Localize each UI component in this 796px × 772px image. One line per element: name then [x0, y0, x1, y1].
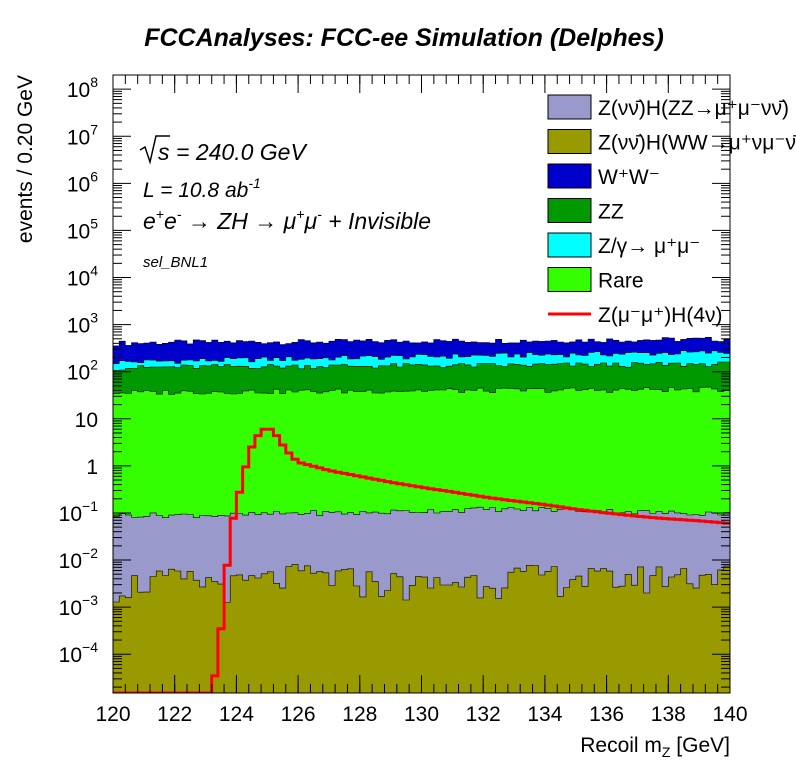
y-tick-label: 104 — [67, 263, 98, 291]
legend-label: Z/γ→ μ⁺μ⁻ — [598, 235, 700, 258]
y-tick-label: 103 — [67, 310, 98, 338]
legend-swatch — [547, 94, 592, 120]
stack-area-5 — [113, 564, 730, 693]
legend: Z(νν̄)H(ZZ→μ⁺μ⁻νν̄) Z(νν̄)H(WW→μ⁺νμ⁻ν̄) W⁺… — [547, 94, 796, 327]
x-tick-label: 126 — [281, 703, 316, 726]
y-axis-title: events / 0.20 GeV — [14, 75, 37, 243]
signal-line — [113, 427, 730, 693]
selection-label: sel_BNL1 — [143, 254, 208, 271]
x-tick-label: 124 — [219, 703, 254, 726]
x-tick-label: 122 — [157, 703, 192, 726]
x-tick-label: 138 — [651, 703, 686, 726]
y-tick-label: 107 — [67, 121, 98, 149]
y-tick-label: 1 — [86, 456, 98, 479]
legend-label: Rare — [598, 270, 644, 293]
y-tick-label: 105 — [67, 215, 98, 243]
x-tick-label: 134 — [527, 703, 562, 726]
y-tick-label: 10−1 — [59, 498, 99, 526]
luminosity-label: L = 10.8 ab-1 — [143, 175, 261, 202]
sqrt-s-var: s — [158, 139, 170, 165]
y-tick-label: 10−2 — [59, 545, 99, 573]
legend-label: Z(νν̄)H(ZZ→μ⁺μ⁻νν̄) — [598, 97, 789, 120]
stacked-histograms — [113, 337, 730, 693]
sqrt-icon — [139, 135, 170, 165]
x-tick-label: 120 — [95, 703, 130, 726]
x-tick-label: 128 — [342, 703, 377, 726]
legend-swatch — [547, 267, 592, 292]
y-tick-label: 10−4 — [59, 639, 99, 667]
y-tick-label: 10 — [75, 409, 98, 432]
y-tick-label: 10−3 — [59, 592, 99, 620]
x-axis: 120 122 124 126 128 130 132 134 136 138 140 — [95, 75, 748, 726]
legend-label: ZZ — [598, 201, 624, 224]
x-axis-title: Recoil mZ [GeV] — [580, 734, 730, 760]
x-tick-label: 136 — [589, 703, 624, 726]
legend-swatch — [547, 129, 592, 154]
y-axis: 10−4 10−3 10−2 10−1 1 10 102 103 104 105 106 107 108 — [59, 74, 730, 688]
legend-label: Z(νν̄)H(WW→μ⁺νμ⁻ν̄) — [598, 132, 796, 155]
sqrt-s-label: s = 240.0 GeV — [139, 135, 308, 165]
chart-title: FCCAnalyses: FCC-ee Simulation (Delphes) — [144, 24, 664, 52]
signal-histogram — [113, 427, 730, 693]
legend-label: W⁺W⁻ — [598, 166, 660, 189]
process-label: e+e- → ZH → μ+μ- + Invisible — [143, 206, 431, 234]
y-tick-label: 106 — [67, 168, 98, 196]
sqrt-s-value: = 240.0 GeV — [176, 139, 308, 165]
legend-swatch — [547, 232, 592, 258]
legend-swatch — [547, 198, 592, 223]
x-tick-label: 140 — [712, 703, 747, 726]
y-tick-label: 102 — [67, 357, 98, 385]
x-tick-label: 130 — [404, 703, 439, 726]
legend-label: Z(μ⁻μ⁺)H(4ν) — [598, 304, 723, 327]
y-tick-label: 108 — [67, 74, 98, 102]
x-tick-label: 132 — [466, 703, 501, 726]
legend-swatch — [547, 163, 592, 189]
annotation-block: s = 240.0 GeV L = 10.8 ab-1 e+e- → ZH → … — [139, 135, 431, 271]
